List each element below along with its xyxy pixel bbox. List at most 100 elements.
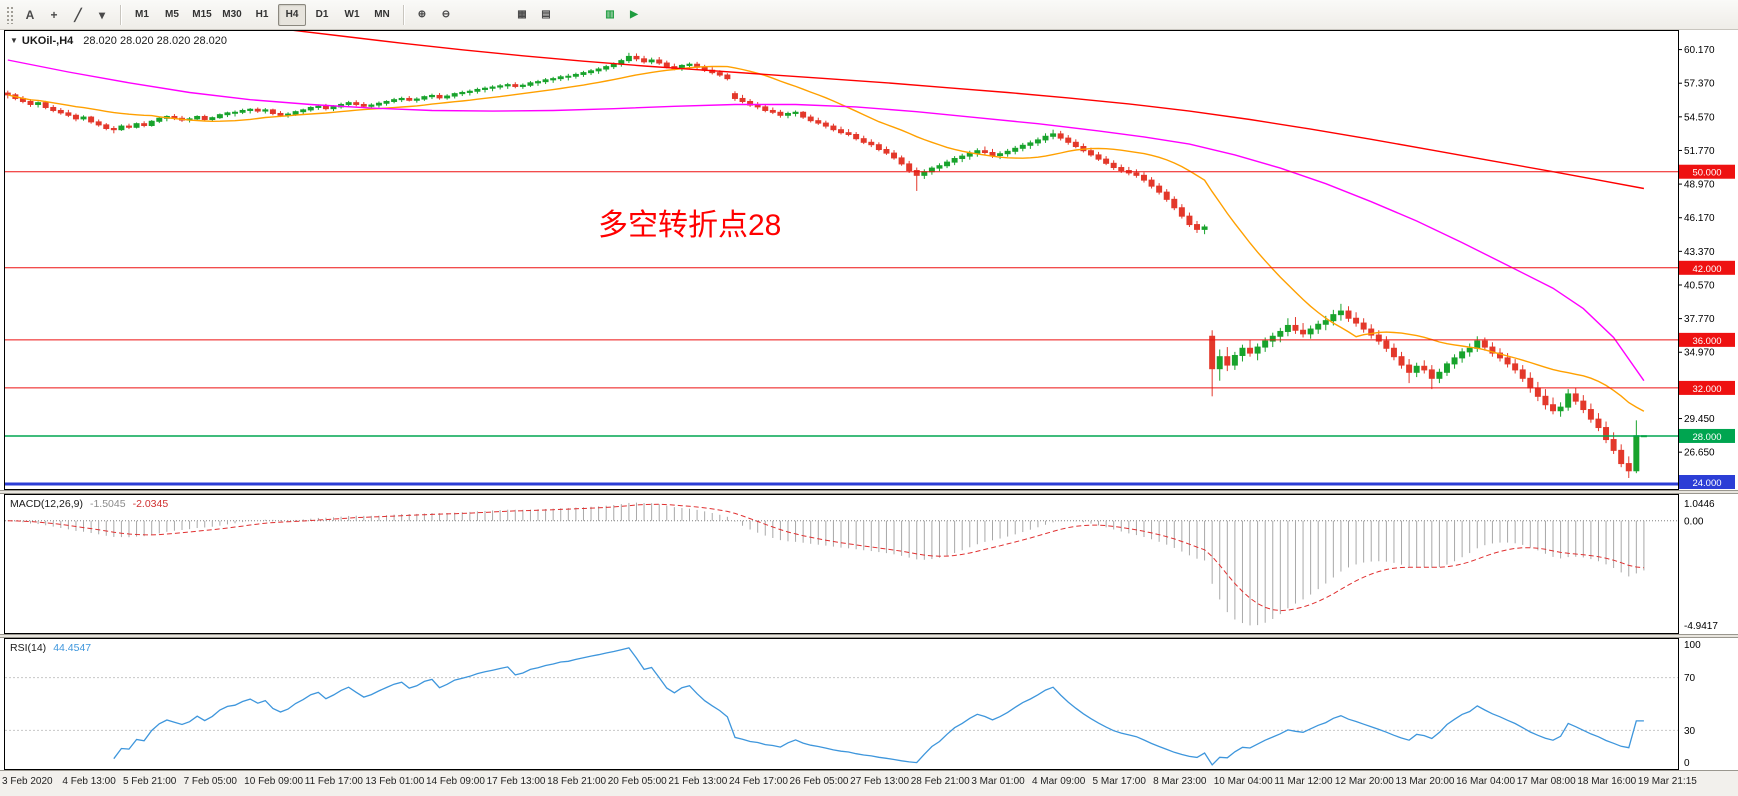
- candle: [648, 57, 655, 65]
- candle: [527, 81, 534, 88]
- scale-label: 1.0446: [1684, 499, 1715, 510]
- new-chart-icon[interactable]: ▥: [605, 9, 615, 20]
- scale-label: 43.370: [1684, 247, 1715, 258]
- candle: [542, 78, 549, 85]
- candle: [762, 104, 769, 113]
- candle: [1398, 351, 1405, 369]
- candle: [739, 94, 746, 104]
- candle: [1436, 368, 1443, 384]
- candle: [1284, 318, 1291, 337]
- candle: [860, 135, 867, 145]
- main-chart-pane[interactable]: 50.000 42.000 36.000 32.000 28.000 24.000 60.1…: [0, 30, 1738, 490]
- candle: [421, 95, 428, 101]
- macd-frame: [4, 494, 1679, 634]
- rsi-indicator-pane[interactable]: 100 70 30 0: [0, 638, 1738, 770]
- candle: [383, 100, 390, 106]
- scale-label: 46.170: [1684, 213, 1715, 224]
- candle: [504, 82, 511, 89]
- scale-label: 42.000: [1692, 264, 1721, 275]
- candle: [95, 119, 102, 127]
- candle: [603, 64, 610, 72]
- time-axis-label: 3 Feb 2020: [2, 776, 53, 787]
- timeframe-d1-button[interactable]: D1: [315, 9, 329, 20]
- candle: [1194, 220, 1200, 233]
- candle: [572, 72, 579, 79]
- time-axis-label: 8 Mar 23:00: [1153, 776, 1207, 787]
- candle: [1550, 397, 1557, 415]
- candle: [1345, 306, 1352, 322]
- timeframe-m1-button[interactable]: M1: [135, 9, 149, 20]
- candle: [1042, 133, 1049, 143]
- candle: [959, 153, 966, 163]
- zoom-out-icon[interactable]: ⊖: [441, 9, 451, 20]
- pane-splitter[interactable]: [0, 490, 1738, 494]
- candle: [981, 146, 988, 155]
- timeframe-m30-button[interactable]: M30: [222, 9, 242, 20]
- time-axis-label: 10 Feb 09:00: [244, 776, 304, 787]
- draw-dropdown-button[interactable]: ▾: [98, 7, 106, 22]
- cascade-windows-icon[interactable]: ▤: [541, 9, 551, 20]
- price-badge-36.000: 36.000: [1679, 332, 1735, 347]
- timeframes-toolbar: M1 M5 M15 M30 H1 H4 D1 W1 MN: [127, 3, 397, 26]
- candle: [1012, 145, 1019, 155]
- candle: [1497, 348, 1503, 362]
- rsi-header: RSI(14) 44.4547: [10, 642, 91, 654]
- macd-scale[interactable]: 1.0446 0.00 -4.9417: [1684, 499, 1718, 632]
- macd-indicator-pane[interactable]: 1.0446 0.00 -4.9417: [0, 494, 1738, 634]
- scale-label: 0: [1684, 758, 1690, 769]
- candle: [1390, 343, 1397, 361]
- candle: [1451, 354, 1458, 369]
- candle: [1580, 395, 1587, 414]
- candle: [1300, 323, 1307, 338]
- candle: [1406, 359, 1413, 384]
- timeframe-w1-button[interactable]: W1: [344, 9, 360, 20]
- chart-annotation[interactable]: 多空转折点28: [598, 209, 782, 242]
- toolbar-separator: [403, 4, 404, 25]
- scale-label: 70: [1684, 673, 1696, 684]
- timeframe-mn-button[interactable]: MN: [374, 9, 390, 20]
- macd-label: MACD(12,26,9): [10, 498, 83, 510]
- candle: [557, 75, 564, 82]
- candle: [1057, 130, 1064, 141]
- candle: [1209, 330, 1216, 397]
- toolbar-grip[interactable]: [6, 5, 13, 24]
- candle: [1315, 320, 1322, 334]
- time-axis-label: 12 Mar 20:00: [1334, 776, 1394, 787]
- timeframe-h4-button[interactable]: H4: [278, 3, 306, 26]
- candle: [254, 107, 261, 113]
- text-tool-button[interactable]: A: [25, 7, 35, 22]
- time-axis-label: 4 Mar 09:00: [1031, 776, 1086, 787]
- trendline-tool-button[interactable]: ╱: [74, 7, 82, 22]
- time-axis-label: 19 Mar 21:15: [1637, 776, 1697, 787]
- candle: [1103, 156, 1110, 166]
- candle: [1186, 212, 1193, 227]
- crosshair-tool-button[interactable]: +: [50, 7, 58, 22]
- scale-label: 30: [1684, 726, 1696, 737]
- time-axis-label: 11 Mar 12:00: [1274, 776, 1333, 787]
- chevron-down-icon[interactable]: ▼: [10, 36, 18, 45]
- candle: [951, 156, 958, 166]
- price-scale[interactable]: 60.170 57.370 54.570 51.770 48.970 46.170 43.3…: [1678, 45, 1715, 459]
- candle: [1565, 389, 1572, 411]
- macd-main-value: -1.5045: [89, 498, 126, 510]
- time-axis-label: 17 Mar 08:00: [1516, 776, 1576, 787]
- tile-windows-icon[interactable]: ▦: [517, 9, 527, 20]
- zoom-in-icon[interactable]: ⊕: [417, 9, 427, 20]
- pane-splitter[interactable]: [0, 634, 1738, 638]
- candle: [466, 89, 473, 96]
- candle: [232, 110, 239, 117]
- candle: [1178, 204, 1185, 219]
- candle: [1618, 444, 1625, 468]
- timeframe-h1-button[interactable]: H1: [255, 9, 269, 20]
- time-axis[interactable]: 3 Feb 2020 4 Feb 13:00 5 Feb 21:00 7 Feb 05…: [0, 770, 1738, 796]
- rsi-scale[interactable]: 100 70 30 0: [1684, 640, 1701, 769]
- candle: [1072, 139, 1079, 149]
- time-axis-label: 16 Mar 04:00: [1456, 776, 1516, 787]
- scale-label: 40.570: [1684, 280, 1715, 291]
- candle: [838, 126, 844, 135]
- chart-title: ▼ UKOil-,H4 28.020 28.020 28.020 28.020: [10, 35, 227, 47]
- candle: [103, 123, 110, 131]
- timeframe-m15-button[interactable]: M15: [192, 9, 212, 20]
- timeframe-m5-button[interactable]: M5: [165, 9, 179, 20]
- auto-trading-icon[interactable]: ▶: [630, 9, 638, 20]
